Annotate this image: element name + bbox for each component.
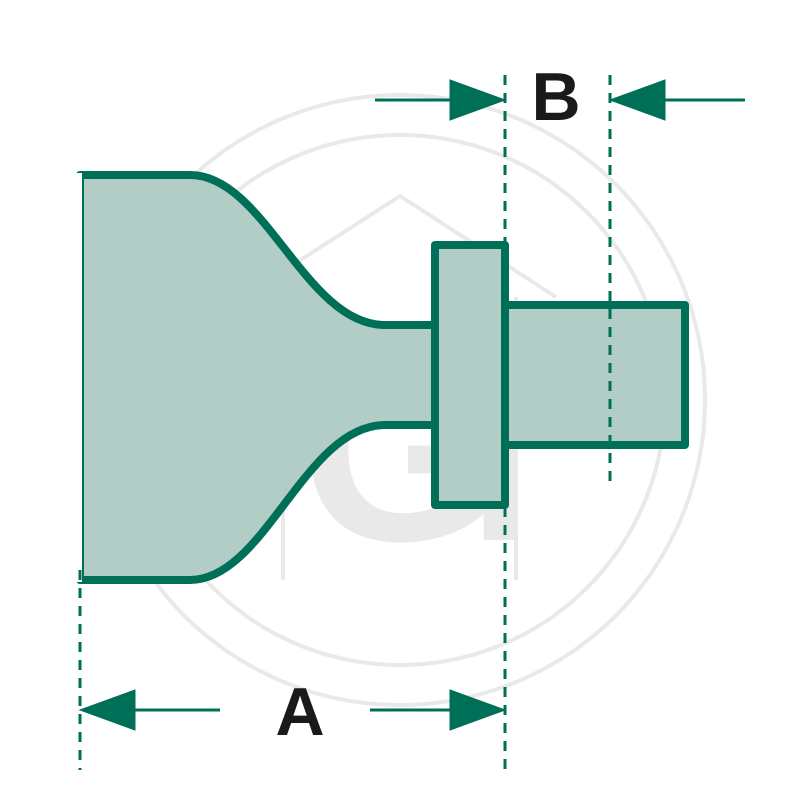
label-A: A [275, 674, 324, 750]
part-shaft [505, 305, 685, 445]
label-B: B [531, 59, 580, 135]
part-flange [435, 245, 505, 505]
